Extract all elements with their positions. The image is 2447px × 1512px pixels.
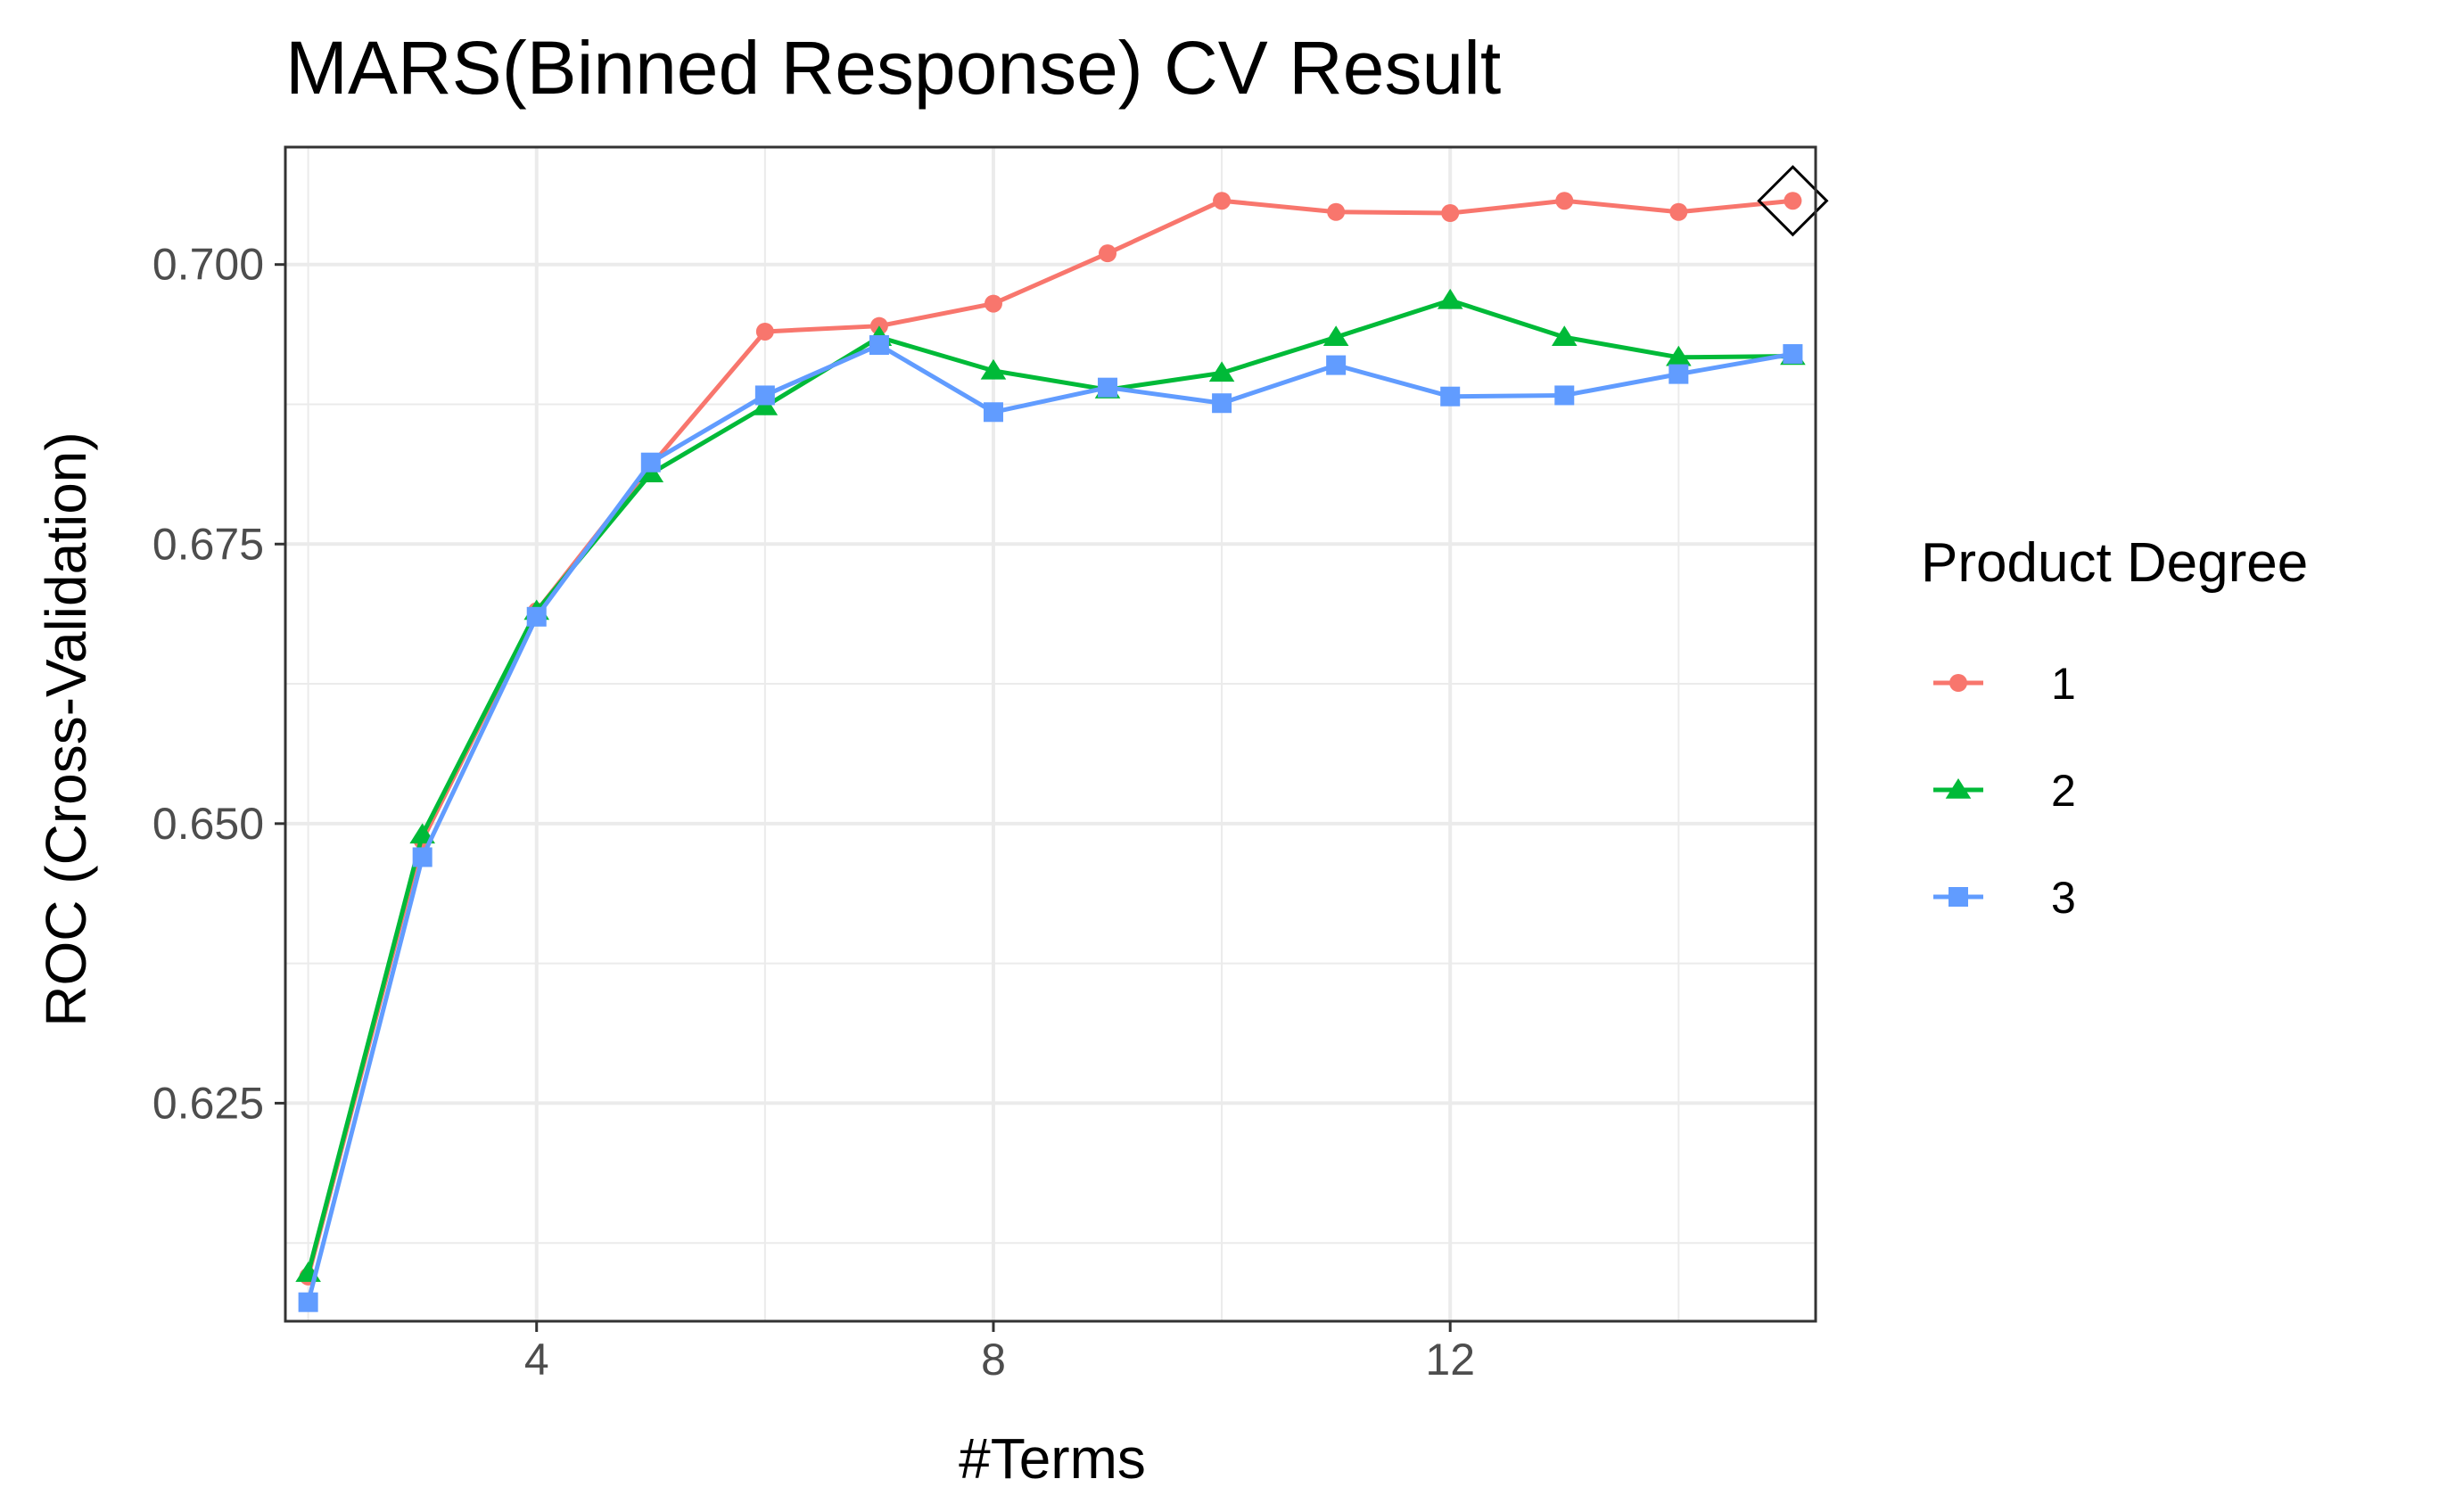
series-2-point xyxy=(1551,325,1578,346)
series-3-line xyxy=(306,342,1793,1303)
panel-background xyxy=(285,147,1816,1321)
series-3-point xyxy=(1554,385,1575,406)
legend-title: Product Degree xyxy=(1921,532,2308,594)
y-tick-label: 0.650 xyxy=(152,799,264,849)
series-1-point xyxy=(1099,244,1117,263)
series-1-point xyxy=(1441,204,1460,223)
x-tick-label: 8 xyxy=(981,1335,1006,1385)
panel-border xyxy=(284,145,1817,1323)
y-axis-title: ROC (Cross-Validation) xyxy=(34,431,98,1026)
series-3-point xyxy=(1212,393,1232,414)
legend-key-marker-1 xyxy=(1949,674,1967,692)
series-2-point xyxy=(1437,288,1463,309)
x-axis-title: #Terms xyxy=(959,1426,1146,1491)
series-3-point xyxy=(640,452,661,472)
series-1-point xyxy=(755,322,774,341)
series-1-point xyxy=(1669,202,1688,221)
legend-label-1: 1 xyxy=(2051,659,2076,709)
series-2-point xyxy=(1208,361,1235,382)
series-3-point xyxy=(1668,364,1689,384)
series-1-point xyxy=(1784,192,1802,210)
series-1-point xyxy=(1327,202,1346,221)
series-3-point xyxy=(1326,355,1347,375)
legend-label-2: 2 xyxy=(2051,766,2076,816)
x-tick-label: 4 xyxy=(524,1335,549,1385)
series-2-point xyxy=(980,358,1007,380)
series-2-point xyxy=(409,823,435,844)
series-1-point xyxy=(1213,192,1232,210)
series-3-point xyxy=(1098,377,1118,398)
legend-key-marker-3 xyxy=(1949,887,1968,907)
x-tick-label: 12 xyxy=(1425,1335,1475,1385)
y-tick-label: 0.675 xyxy=(152,519,264,569)
legend: Product Degree 1 2 3 xyxy=(1921,532,2308,923)
series-3-point xyxy=(412,847,433,867)
series-3-point xyxy=(1783,344,1803,365)
series-3-point xyxy=(754,385,775,406)
series-3-point xyxy=(983,402,1003,423)
y-tick-label: 0.700 xyxy=(152,240,264,290)
series-1-point xyxy=(984,294,1002,313)
y-tick-label: 0.625 xyxy=(152,1078,264,1128)
plot-panel xyxy=(284,145,1829,1323)
series-1-point xyxy=(1555,192,1574,210)
series-3-point xyxy=(1440,386,1461,407)
legend-label-3: 3 xyxy=(2051,873,2076,923)
series-3-point xyxy=(298,1292,318,1312)
series-2-point xyxy=(1666,345,1692,366)
series-3-point xyxy=(869,335,889,356)
series-3-point xyxy=(526,606,547,627)
series-2-point xyxy=(1322,325,1349,346)
chart-title: MARS(Binned Response) CV Result xyxy=(285,26,1501,110)
legend-key-marker-2 xyxy=(1945,778,1972,799)
